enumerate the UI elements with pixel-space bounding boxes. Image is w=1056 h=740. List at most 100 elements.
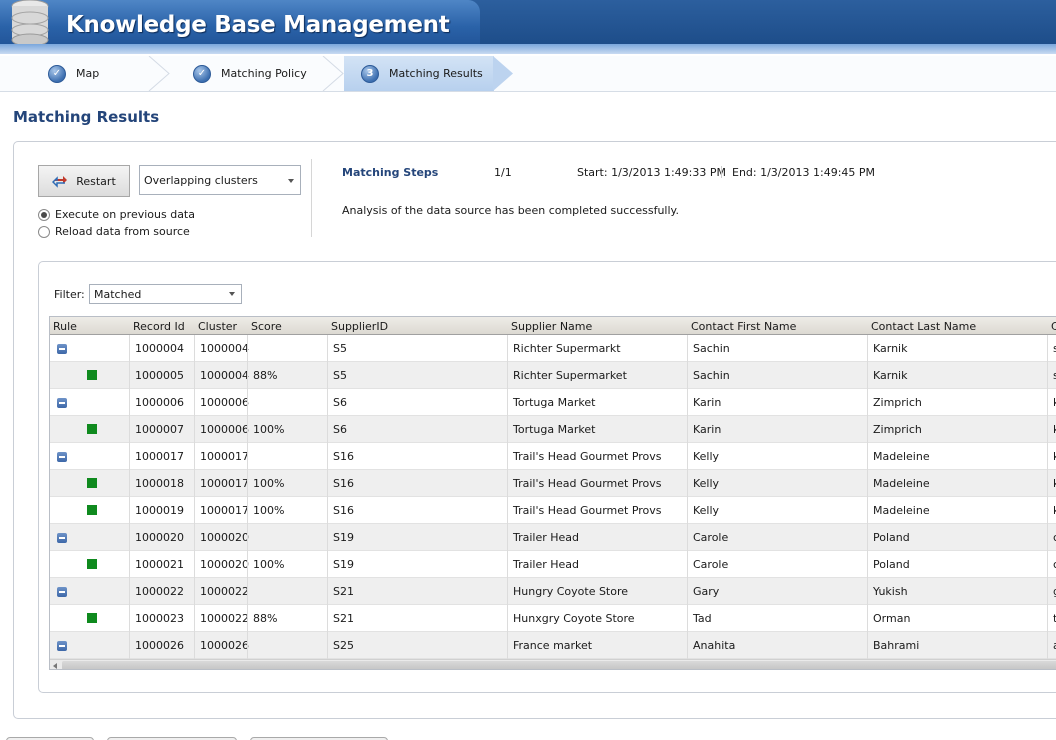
horizontal-scrollbar[interactable] [50,659,1056,669]
cell-supplier-id: S5 [333,342,347,355]
footer-button[interactable] [250,737,388,740]
cluster-mode-value: Overlapping clusters [144,173,258,187]
step-matching-results[interactable]: 3 Matching Results [344,56,494,91]
cell-supplier-id: S6 [333,423,347,436]
table-row[interactable]: 1000019 1000017 100% S16 Trail's Head Gourme… [50,497,1056,524]
scrollbar-thumb[interactable] [62,661,1056,669]
collapse-icon[interactable] [57,587,67,597]
divider [721,166,722,178]
cell-cluster: 1000020 [200,558,249,571]
cell-last-name: Karnik [873,369,908,382]
radio-button[interactable] [38,225,50,238]
matching-status: Analysis of the data source has been com… [342,204,679,217]
column-divider [247,335,248,659]
table-row[interactable]: 1000006 1000006 S6 Tortuga Market Karin Zimpr… [50,389,1056,416]
matching-steps-count: 1/1 [494,166,512,179]
scroll-left-icon[interactable] [53,663,57,669]
chevron-down-icon [288,179,294,183]
table-row[interactable]: 1000022 1000022 S21 Hungry Coyote Store Gary… [50,578,1056,605]
cell-extra: s [1053,342,1056,355]
cell-record-id: 1000022 [135,585,184,598]
cell-last-name: Madeleine [873,477,930,490]
cell-supplier-id: S19 [333,558,354,571]
column-divider [1047,335,1048,659]
cell-supplier-id: S5 [333,369,347,382]
cell-score: 88% [253,612,278,625]
column-header-contact-last-name[interactable]: Contact Last Name [871,320,977,333]
cell-supplier-id: S21 [333,612,354,625]
cell-first-name: Kelly [693,450,720,463]
cell-cluster: 1000022 [200,585,249,598]
cell-supplier-id: S16 [333,504,354,517]
collapse-icon[interactable] [57,452,67,462]
collapse-icon[interactable] [57,641,67,651]
column-header-contact-first-name[interactable]: Contact First Name [691,320,797,333]
cell-last-name: Yukish [873,585,908,598]
table-row[interactable]: 1000018 1000017 100% S16 Trail's Head Gourme… [50,470,1056,497]
filter-select[interactable]: Matched [89,284,242,304]
table-row[interactable]: 1000021 1000020 100% S19 Trailer Head Carole P… [50,551,1056,578]
match-rule-icon [87,478,97,488]
cell-cluster: 1000022 [200,612,249,625]
table-row[interactable]: 1000023 1000022 88% S21 Hunxgry Coyote Store… [50,605,1056,632]
radio-execute-previous[interactable]: Execute on previous data [38,208,195,221]
step-label: Map [76,67,100,80]
table-row[interactable]: 1000004 1000004 S5 Richter Supermarkt Sachin… [50,335,1056,362]
cell-supplier-name: Tortuga Market [513,396,596,409]
page-title: Matching Results [13,108,160,126]
step-map[interactable]: ✓ Map [48,56,148,91]
column-header-supplier-name[interactable]: Supplier Name [511,320,593,333]
cell-supplier-name: Trailer Head [513,531,580,544]
cell-cluster: 1000004 [200,369,249,382]
cell-supplier-id: S19 [333,531,354,544]
footer-button[interactable] [107,737,237,740]
column-header-supplier-id[interactable]: SupplierID [331,320,389,333]
table-row[interactable]: 1000026 1000026 S25 France market Anahita Bah… [50,632,1056,659]
cell-record-id: 1000006 [135,396,184,409]
table-row[interactable]: 1000005 1000004 88% S5 Richter Supermarket Sa… [50,362,1056,389]
column-header-cluster[interactable]: Cluster [198,320,238,333]
footer-button[interactable] [6,737,94,740]
collapse-icon[interactable] [57,344,67,354]
cell-supplier-name: Trail's Head Gourmet Provs [513,504,662,517]
radio-button[interactable] [38,208,50,221]
cell-score: 100% [253,558,285,571]
cell-cluster: 1000017 [200,450,249,463]
app-title: Knowledge Base Management [66,12,450,38]
app-header: Knowledge Base Management [0,0,1056,54]
column-divider [327,335,328,659]
step-label: Matching Policy [221,67,307,80]
match-rule-icon [87,370,97,380]
filter-value: Matched [94,287,142,301]
column-header-record-id[interactable]: Record Id [133,320,185,333]
header-stripe [0,44,1056,54]
cell-cluster: 1000004 [200,342,249,355]
check-icon: ✓ [193,64,211,83]
matching-end-time: End: 1/3/2013 1:49:45 PM [732,166,876,179]
column-header-c[interactable]: C [1051,320,1056,333]
cell-first-name: Gary [693,585,720,598]
cell-record-id: 1000019 [135,504,184,517]
table-row[interactable]: 1000007 1000006 100% S6 Tortuga Market Karin Z… [50,416,1056,443]
filter-label: Filter: [54,288,85,301]
collapse-icon[interactable] [57,398,67,408]
cell-record-id: 1000018 [135,477,184,490]
column-header-score[interactable]: Score [251,320,282,333]
step-matching-policy[interactable]: ✓ Matching Policy [193,56,323,91]
radio-label: Execute on previous data [55,208,195,221]
table-row[interactable]: 1000020 1000020 S19 Trailer Head Carole Polan… [50,524,1056,551]
column-divider [194,335,195,659]
step-label: Matching Results [389,67,483,80]
step-number-badge: 3 [361,64,379,83]
cell-last-name: Madeleine [873,450,930,463]
table-row[interactable]: 1000017 1000017 S16 Trail's Head Gourmet Pr… [50,443,1056,470]
column-header-rule[interactable]: Rule [53,320,77,333]
radio-reload-source[interactable]: Reload data from source [38,225,190,238]
cell-last-name: Poland [873,531,910,544]
cell-record-id: 1000020 [135,531,184,544]
cluster-mode-select[interactable]: Overlapping clusters [139,165,301,195]
cell-first-name: Kelly [693,504,720,517]
cell-extra: t [1053,612,1056,625]
restart-button[interactable]: Restart [38,165,130,197]
collapse-icon[interactable] [57,533,67,543]
